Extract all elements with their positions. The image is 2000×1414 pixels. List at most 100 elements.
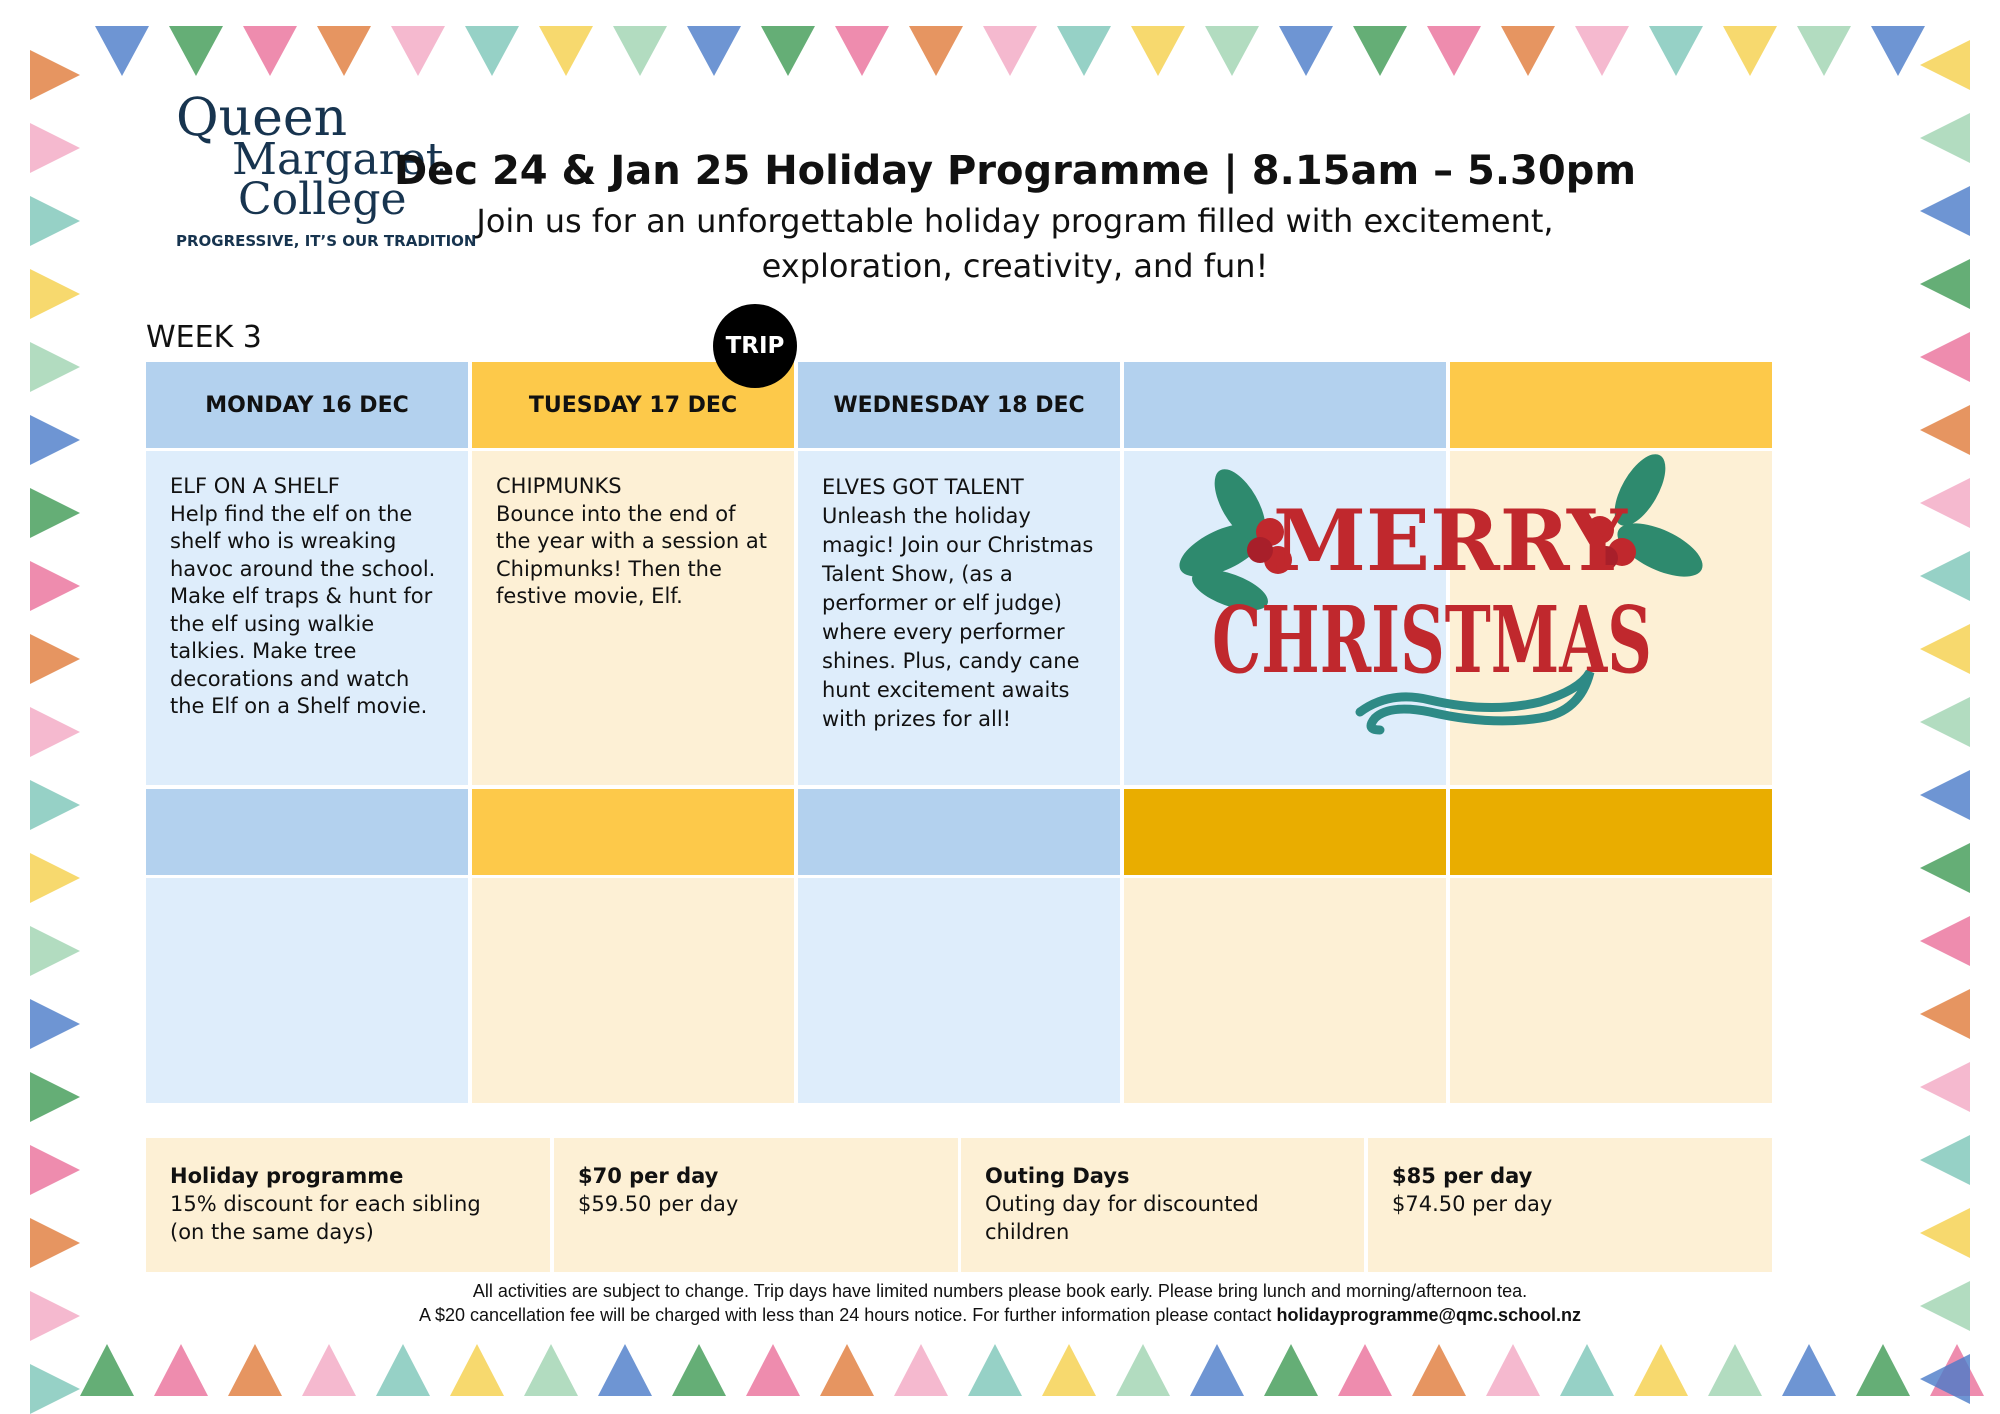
day-cell: CHIPMUNKS Bounce into the end of the yea…: [472, 451, 794, 785]
bunting-flag: [1723, 26, 1777, 76]
header-cell: [1124, 789, 1446, 875]
day-cell: [1450, 878, 1772, 1103]
bunting-flag: [835, 26, 889, 76]
footer-line: A $20 cancellation fee will be charged w…: [0, 1305, 2000, 1326]
logo-line: Queen: [176, 88, 348, 148]
bunting-flag: [376, 1344, 430, 1396]
bunting-flag: [30, 1364, 80, 1414]
week-label: WEEK 3: [146, 320, 262, 355]
bunting-flag: [524, 1344, 578, 1396]
bunting-flag: [1560, 1344, 1614, 1396]
bunting-flag: [1920, 916, 1970, 966]
price-cell: $85 per day $74.50 per day: [1368, 1138, 1772, 1272]
footer-line: All activities are subject to change. Tr…: [472, 1281, 1528, 1301]
day-cell: [472, 878, 794, 1103]
bunting-flag: [30, 780, 80, 830]
price-line: (on the same days): [170, 1220, 374, 1244]
activity-description: Help find the elf on the shelf who is wr…: [170, 501, 436, 719]
price-line: $59.50 per day: [578, 1192, 739, 1216]
title: Dec 24 & Jan 25 Holiday Programme | 8.15…: [393, 148, 1637, 194]
merry-christmas-graphic: MERRY CHRISTMAS: [1179, 454, 1703, 735]
bunting-flag: [1279, 26, 1333, 76]
subtitle: exploration, creativity, and fun!: [761, 247, 1269, 285]
day-cell: [146, 878, 468, 1103]
bunting-flag: [228, 1344, 282, 1396]
bunting-flag: [30, 999, 80, 1049]
bunting-flag: [613, 26, 667, 76]
bunting-flag: [1920, 1208, 1970, 1258]
day-cell: ELF ON A SHELF Help find the elf on the …: [146, 451, 468, 785]
graphic-text: CHRISTMAS: [1212, 586, 1652, 694]
header-cell: [798, 789, 1120, 875]
activity-title: CHIPMUNKS: [496, 474, 622, 498]
header-cell: [1450, 789, 1772, 875]
logo-line: Margaret: [232, 134, 444, 185]
footer-email: holidayprogramme@qmc.school.nz: [1276, 1305, 1582, 1325]
bunting-flag: [30, 488, 80, 538]
price-cell: Holiday programme 15% discount for each …: [146, 1138, 550, 1272]
bunting-flag: [1205, 26, 1259, 76]
swirl: [1355, 669, 1595, 735]
bunting-flag: [30, 707, 80, 757]
bunting-flag: [1920, 1062, 1970, 1112]
bunting-flag: [80, 1344, 134, 1396]
price-line: 15% discount for each sibling: [170, 1192, 481, 1216]
logo: Queen Margaret College: [176, 88, 444, 222]
header-cell: [472, 789, 794, 875]
activity-description: Bounce into the end of the year with a s…: [496, 501, 767, 609]
bunting-flag: [1131, 26, 1185, 76]
bunting-flag: [1338, 1344, 1392, 1396]
price-heading: Outing Days: [985, 1164, 1130, 1188]
bunting-flag: [672, 1344, 726, 1396]
bunting-flag: [1575, 26, 1629, 76]
subtitle: Join us for an unforgettable holiday pro…: [476, 202, 1554, 240]
price-cell: $70 per day $59.50 per day: [554, 1138, 958, 1272]
bunting-flag: [465, 26, 519, 76]
bunting-flag: [1634, 1344, 1688, 1396]
bunting-flag: [1057, 26, 1111, 76]
bunting-flag: [1920, 843, 1970, 893]
bunting-flag: [30, 634, 80, 684]
day-cell: [798, 878, 1120, 1103]
bunting-flag: [1920, 697, 1970, 747]
price-heading: $85 per day: [1392, 1164, 1533, 1188]
bunting-flag: [1649, 26, 1703, 76]
price-cell: Outing Days Outing day for discounted ch…: [961, 1138, 1364, 1272]
bunting-flag: [909, 26, 963, 76]
price-line: $74.50 per day: [1392, 1192, 1553, 1216]
bunting-flag: [1920, 259, 1970, 309]
bunting-flag: [746, 1344, 800, 1396]
bunting-flag: [1797, 26, 1851, 76]
price-line: Outing day for discounted children: [985, 1192, 1259, 1244]
activity-title: ELVES GOT TALENT: [822, 475, 1024, 499]
bunting-flag: [1920, 1354, 1970, 1404]
bunting-flag: [30, 1072, 80, 1122]
day-heading: TUESDAY 17 DEC: [472, 362, 794, 448]
logo-tagline: PROGRESSIVE, IT’S OUR TRADITION: [176, 232, 477, 250]
footer-text: A $20 cancellation fee will be charged w…: [418, 1305, 1272, 1325]
bunting-flag: [1920, 478, 1970, 528]
bunting-flag: [30, 1218, 80, 1268]
bunting-flag: [1920, 770, 1970, 820]
bunting-flag: [1042, 1344, 1096, 1396]
bunting-flag: [30, 561, 80, 611]
bunting-flag: [30, 50, 80, 100]
bunting-flag: [1920, 551, 1970, 601]
day-cell: [1450, 451, 1772, 785]
bunting-flag: [1920, 40, 1970, 90]
day-heading: MONDAY 16 DEC: [146, 362, 468, 448]
bunting-flag: [1501, 26, 1555, 76]
price-heading: $70 per day: [578, 1164, 719, 1188]
day-heading: WEDNESDAY 18 DEC: [798, 362, 1120, 448]
bunting-flag: [450, 1344, 504, 1396]
bunting-flag: [302, 1344, 356, 1396]
bunting-flag: [598, 1344, 652, 1396]
bunting-flag: [1920, 332, 1970, 382]
header-cell: [1124, 362, 1446, 448]
price-heading: Holiday programme: [170, 1164, 404, 1188]
bunting-flag: [1412, 1344, 1466, 1396]
bunting-flag: [30, 123, 80, 173]
bunting-flag: [30, 196, 80, 246]
header-cell: [1450, 362, 1772, 448]
